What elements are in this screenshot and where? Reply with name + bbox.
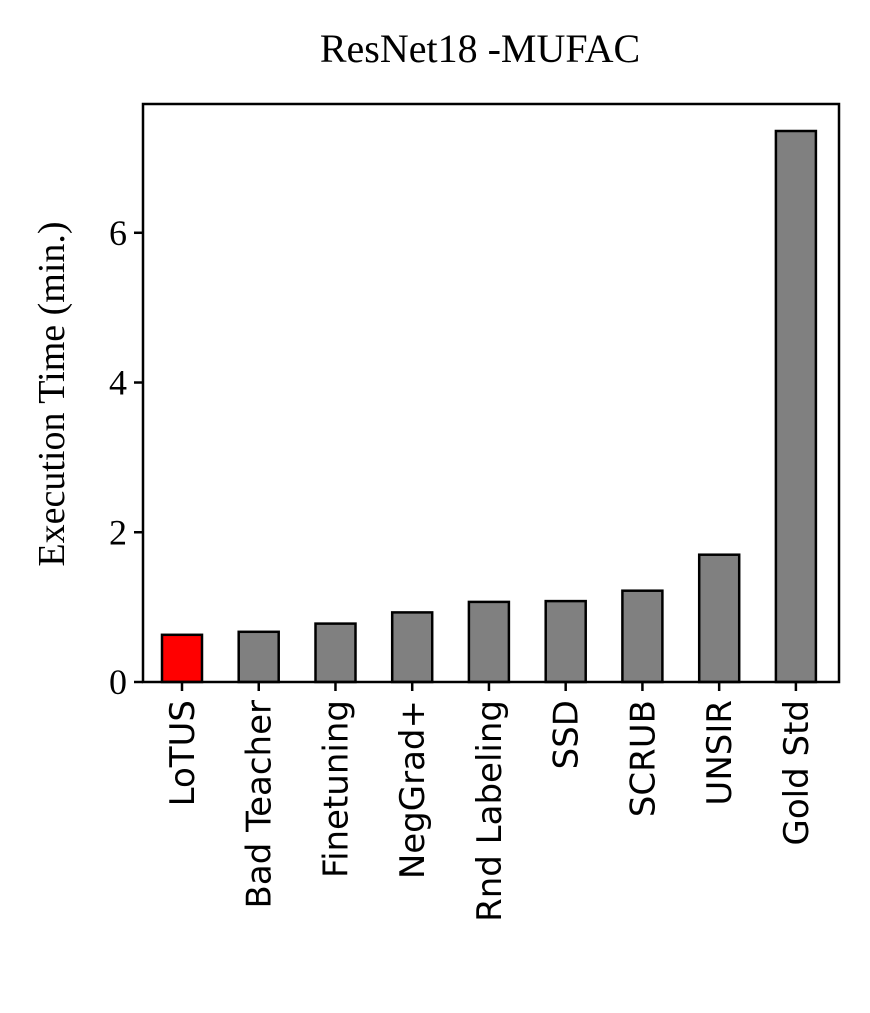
y-tick-label: 0 [109, 662, 127, 702]
bar-ssd [544, 599, 587, 684]
x-tick-label: NegGrad+ [393, 700, 433, 879]
bar-unsir [697, 553, 741, 684]
y-tick-label: 6 [109, 213, 127, 253]
x-axis-ticks: LoTUS Bad Teacher Finetuning NegGrad+ Rnd La… [163, 682, 817, 922]
bar-neggrad- [390, 611, 434, 684]
bar-finetuning [314, 622, 357, 684]
y-axis-label: Execution Time (min.) [31, 221, 73, 566]
bar-rnd-labeling [467, 600, 511, 684]
bar-gold-std [774, 129, 818, 684]
x-tick-label: LoTUS [163, 700, 203, 806]
x-tick-label: UNSIR [700, 700, 740, 806]
x-tick-label: Finetuning [317, 700, 357, 878]
bars-group [160, 129, 818, 684]
chart-title: ResNet18 -MUFAC [320, 26, 640, 71]
x-tick-label: Gold Std [777, 700, 817, 845]
y-tick-label: 4 [109, 363, 127, 403]
x-tick-label: Bad Teacher [240, 700, 280, 908]
bar-scrub [621, 589, 664, 684]
x-tick-label: SSD [547, 700, 587, 769]
bar-bad-teacher [237, 630, 280, 684]
x-tick-label: Rnd Labeling [470, 700, 510, 922]
x-tick-label: SCRUB [623, 700, 663, 817]
y-axis-ticks: 0 2 4 6 [109, 213, 143, 702]
plot-frame [141, 102, 841, 684]
y-tick-label: 2 [109, 512, 127, 552]
bar-lotus [160, 633, 204, 684]
